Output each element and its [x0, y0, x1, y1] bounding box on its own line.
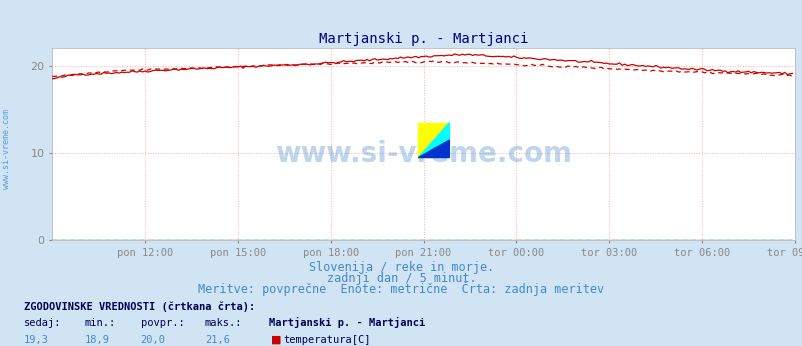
- Text: Meritve: povprečne  Enote: metrične  Črta: zadnja meritev: Meritve: povprečne Enote: metrične Črta:…: [198, 281, 604, 297]
- Text: maks.:: maks.:: [205, 318, 242, 328]
- Text: ZGODOVINSKE VREDNOSTI (črtkana črta):: ZGODOVINSKE VREDNOSTI (črtkana črta):: [24, 301, 255, 312]
- Text: 18,9: 18,9: [84, 335, 109, 345]
- Text: Slovenija / reke in morje.: Slovenija / reke in morje.: [309, 261, 493, 274]
- Text: 20,0: 20,0: [140, 335, 165, 345]
- Title: Martjanski p. - Martjanci: Martjanski p. - Martjanci: [318, 32, 528, 46]
- Text: povpr.:: povpr.:: [140, 318, 184, 328]
- Text: ■: ■: [271, 335, 282, 345]
- Polygon shape: [418, 140, 449, 157]
- Text: 21,6: 21,6: [205, 335, 229, 345]
- Text: min.:: min.:: [84, 318, 115, 328]
- Text: zadnji dan / 5 minut.: zadnji dan / 5 minut.: [326, 272, 476, 285]
- Text: Martjanski p. - Martjanci: Martjanski p. - Martjanci: [269, 317, 425, 328]
- Text: 19,3: 19,3: [24, 335, 49, 345]
- Text: temperatura[C]: temperatura[C]: [283, 335, 371, 345]
- Text: www.si-vreme.com: www.si-vreme.com: [2, 109, 11, 189]
- Polygon shape: [418, 122, 449, 157]
- Text: www.si-vreme.com: www.si-vreme.com: [275, 140, 571, 168]
- Text: sedaj:: sedaj:: [24, 318, 62, 328]
- Polygon shape: [418, 122, 449, 157]
